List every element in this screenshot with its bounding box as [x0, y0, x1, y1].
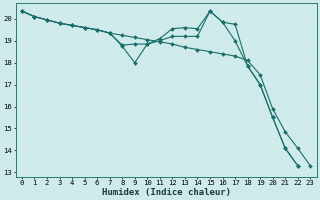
X-axis label: Humidex (Indice chaleur): Humidex (Indice chaleur): [102, 188, 231, 197]
